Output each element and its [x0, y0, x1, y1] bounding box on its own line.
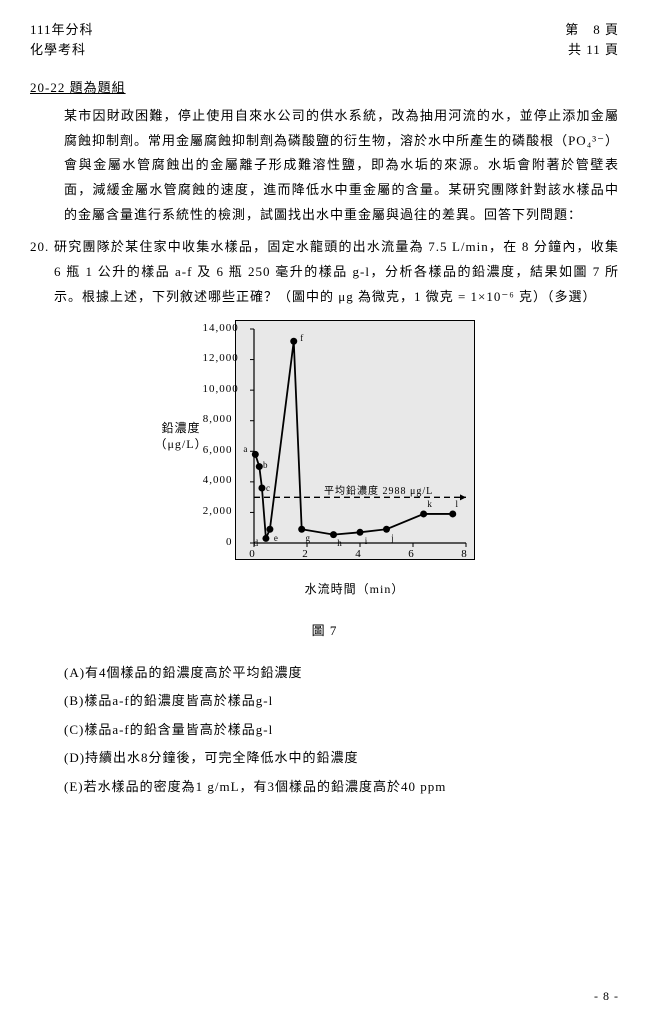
figure-caption: 圖 7 — [30, 620, 619, 639]
ytick-label: 2,000 — [203, 505, 233, 517]
subject-line: 化學考科 — [30, 40, 94, 60]
header-right: 第 8 頁 共 11 頁 — [565, 20, 619, 59]
page-num: 第 8 頁 — [565, 20, 619, 40]
y-axis-label: 鉛濃度 （μg/L） — [155, 420, 208, 454]
answer-options: (A)有4個樣品的鉛濃度高於平均鉛濃度 (B)樣品a-f的鉛濃度皆高於樣品g-l… — [64, 659, 619, 802]
ytick-label: 12,000 — [203, 352, 233, 364]
xtick-label: 4 — [355, 548, 362, 560]
ytick-label: 8,000 — [203, 413, 233, 425]
xtick-label: 6 — [408, 548, 415, 560]
year-line: 111年分科 — [30, 20, 94, 40]
ylabel-line2: （μg/L） — [155, 436, 208, 453]
option-b: (B)樣品a-f的鉛濃度皆高於樣品g-l — [64, 687, 619, 716]
q20-body: 研究團隊於某住家中收集水樣品，固定水龍頭的出水流量為 7.5 L/min，在 8… — [54, 235, 619, 309]
ytick-label: 0 — [203, 536, 233, 548]
ylabel-line1: 鉛濃度 — [155, 420, 208, 437]
ytick-label: 14,000 — [203, 322, 233, 334]
xtick-label: 2 — [302, 548, 309, 560]
option-c: (C)樣品a-f的鉛含量皆高於樣品g-l — [64, 716, 619, 745]
chart-area: 鉛濃度 （μg/L） 水流時間（min） 0 2,000 4,000 6,000 8,0… — [155, 320, 495, 610]
ytick-label: 10,000 — [203, 383, 233, 395]
group-title: 20-22 題為題組 — [30, 77, 619, 96]
avg-concentration-label: 平均鉛濃度 2988 μg/L — [324, 482, 433, 497]
total-pages: 共 11 頁 — [565, 40, 619, 60]
ytick-label: 6,000 — [203, 444, 233, 456]
page-header: 111年分科 化學考科 第 8 頁 共 11 頁 — [30, 20, 619, 59]
xtick-label: 0 — [249, 548, 256, 560]
xtick-label: 8 — [461, 548, 468, 560]
option-d: (D)持續出水8分鐘後，可完全降低水中的鉛濃度 — [64, 744, 619, 773]
option-e: (E)若水樣品的密度為1 g/mL，有3個樣品的鉛濃度高於40 ppm — [64, 773, 619, 802]
option-a: (A)有4個樣品的鉛濃度高於平均鉛濃度 — [64, 659, 619, 688]
ytick-label: 4,000 — [203, 474, 233, 486]
page-footer: - 8 - — [594, 989, 619, 1004]
q20-number: 20. — [30, 235, 54, 309]
x-axis-label: 水流時間（min） — [235, 580, 475, 597]
chart-svg — [236, 321, 476, 561]
chart-container: 鉛濃度 （μg/L） 水流時間（min） 0 2,000 4,000 6,000 8,0… — [30, 320, 619, 610]
plot-region — [235, 320, 475, 560]
question-20: 20. 研究團隊於某住家中收集水樣品，固定水龍頭的出水流量為 7.5 L/min… — [30, 235, 619, 309]
intro-paragraph: 某市因財政困難，停止使用自來水公司的供水系統，改為抽用河流的水，並停止添加金屬腐… — [64, 104, 619, 227]
header-left: 111年分科 化學考科 — [30, 20, 94, 59]
